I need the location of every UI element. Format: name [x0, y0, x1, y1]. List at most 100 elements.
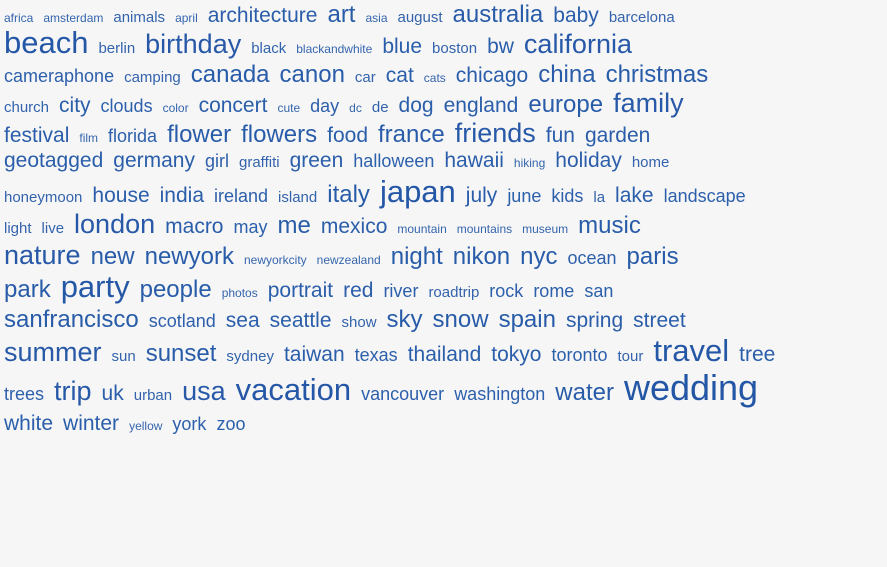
tag-link-live[interactable]: live [41, 220, 65, 238]
tag-link-newzealand[interactable]: newzealand [316, 252, 381, 267]
tag-link-birthday[interactable]: birthday [145, 29, 242, 60]
tag-link-people[interactable]: people [139, 275, 212, 303]
tag-link-trees[interactable]: trees [4, 384, 45, 405]
tag-link-sky[interactable]: sky [386, 306, 423, 334]
tag-link-hiking[interactable]: hiking [513, 155, 546, 170]
tag-link-india[interactable]: india [159, 183, 204, 207]
tag-link-zoo[interactable]: zoo [216, 413, 246, 434]
tag-link-de[interactable]: de [371, 98, 389, 116]
tag-link-day[interactable]: day [310, 95, 340, 116]
tag-link-halloween[interactable]: halloween [353, 150, 435, 171]
tag-link-red[interactable]: red [343, 278, 374, 302]
tag-link-wedding[interactable]: wedding [623, 367, 759, 409]
tag-link-yellow[interactable]: yellow [129, 418, 163, 433]
tag-link-may[interactable]: may [233, 217, 268, 238]
tag-link-washington[interactable]: washington [454, 384, 546, 405]
tag-link-august[interactable]: august [397, 9, 443, 26]
tag-link-germany[interactable]: germany [113, 148, 195, 172]
tag-link-seattle[interactable]: seattle [269, 309, 332, 333]
tag-link-green[interactable]: green [289, 148, 344, 172]
tag-link-barcelona[interactable]: barcelona [608, 9, 675, 26]
tag-link-music[interactable]: music [578, 212, 641, 240]
tag-link-honeymoon[interactable]: honeymoon [4, 188, 83, 206]
tag-link-cute[interactable]: cute [277, 100, 301, 115]
tag-link-europe[interactable]: europe [528, 90, 604, 118]
tag-link-graffiti[interactable]: graffiti [239, 153, 280, 171]
tag-link-animals[interactable]: animals [113, 9, 166, 26]
tag-link-beach[interactable]: beach [4, 25, 89, 61]
tag-link-geotagged[interactable]: geotagged [4, 148, 104, 172]
tag-link-color[interactable]: color [162, 100, 189, 115]
tag-link-july[interactable]: july [465, 183, 498, 207]
tag-link-canon[interactable]: canon [279, 60, 345, 88]
tag-link-rome[interactable]: rome [533, 280, 575, 301]
tag-link-trip[interactable]: trip [54, 376, 92, 407]
tag-link-baby[interactable]: baby [553, 4, 599, 27]
tag-link-sydney[interactable]: sydney [226, 347, 274, 365]
tag-link-cat[interactable]: cat [385, 63, 414, 87]
tag-link-home[interactable]: home [631, 153, 670, 171]
tag-link-park[interactable]: park [4, 275, 51, 303]
tag-link-concert[interactable]: concert [198, 93, 268, 117]
tag-link-nikon[interactable]: nikon [452, 242, 511, 270]
tag-link-africa[interactable]: africa [4, 11, 34, 25]
tag-link-london[interactable]: london [74, 209, 156, 240]
tag-link-urban[interactable]: urban [133, 387, 173, 405]
tag-link-nyc[interactable]: nyc [520, 242, 558, 270]
tag-link-boston[interactable]: boston [432, 40, 478, 58]
tag-link-sunset[interactable]: sunset [145, 339, 217, 367]
tag-link-asia[interactable]: asia [365, 11, 388, 25]
tag-link-kids[interactable]: kids [551, 185, 584, 206]
tag-link-la[interactable]: la [593, 188, 606, 206]
tag-link-spain[interactable]: spain [498, 306, 556, 334]
tag-link-snow[interactable]: snow [432, 306, 489, 334]
tag-link-garden[interactable]: garden [584, 124, 651, 148]
tag-link-newyork[interactable]: newyork [144, 242, 234, 270]
tag-link-york[interactable]: york [172, 413, 207, 434]
tag-link-toronto[interactable]: toronto [551, 344, 608, 365]
tag-link-ocean[interactable]: ocean [567, 247, 617, 268]
tag-link-car[interactable]: car [354, 68, 376, 86]
tag-link-tour[interactable]: tour [617, 347, 644, 365]
tag-link-june[interactable]: june [507, 185, 542, 206]
tag-link-scotland[interactable]: scotland [148, 311, 216, 332]
tag-link-flower[interactable]: flower [167, 121, 232, 149]
tag-link-amsterdam[interactable]: amsterdam [43, 11, 104, 25]
tag-link-dog[interactable]: dog [398, 93, 434, 117]
tag-link-fun[interactable]: fun [545, 124, 575, 148]
tag-link-new[interactable]: new [90, 242, 135, 270]
tag-link-white[interactable]: white [4, 411, 54, 435]
tag-link-macro[interactable]: macro [165, 215, 224, 239]
tag-link-chicago[interactable]: chicago [455, 63, 529, 87]
tag-link-florida[interactable]: florida [108, 126, 158, 147]
tag-link-vacation[interactable]: vacation [235, 372, 352, 408]
tag-link-camping[interactable]: camping [124, 68, 181, 86]
tag-link-paris[interactable]: paris [626, 242, 679, 270]
tag-link-sun[interactable]: sun [111, 347, 136, 365]
tag-link-sanfrancisco[interactable]: sanfrancisco [4, 306, 139, 334]
tag-link-bw[interactable]: bw [487, 35, 514, 59]
tag-link-italy[interactable]: italy [327, 180, 370, 208]
tag-link-japan[interactable]: japan [379, 173, 456, 209]
tag-link-thailand[interactable]: thailand [407, 342, 482, 366]
tag-link-show[interactable]: show [341, 314, 377, 332]
tag-link-friends[interactable]: friends [454, 118, 536, 149]
tag-link-museum[interactable]: museum [522, 222, 569, 237]
tag-link-china[interactable]: china [538, 60, 596, 88]
tag-link-food[interactable]: food [327, 124, 368, 148]
tag-link-light[interactable]: light [4, 220, 32, 238]
tag-link-newyorkcity[interactable]: newyorkcity [243, 252, 307, 267]
tag-link-canada[interactable]: canada [190, 60, 270, 88]
tag-link-travel[interactable]: travel [653, 332, 730, 368]
tag-link-nature[interactable]: nature [4, 239, 81, 270]
tag-link-april[interactable]: april [175, 11, 198, 25]
tag-link-portrait[interactable]: portrait [267, 278, 334, 302]
tag-link-festival[interactable]: festival [4, 124, 70, 148]
tag-link-berlin[interactable]: berlin [98, 40, 136, 58]
tag-link-christmas[interactable]: christmas [605, 60, 709, 88]
tag-link-photos[interactable]: photos [221, 285, 258, 300]
tag-link-black[interactable]: black [251, 40, 287, 58]
tag-link-vancouver[interactable]: vancouver [361, 384, 445, 405]
tag-link-usa[interactable]: usa [182, 376, 226, 407]
tag-link-england[interactable]: england [443, 93, 519, 117]
